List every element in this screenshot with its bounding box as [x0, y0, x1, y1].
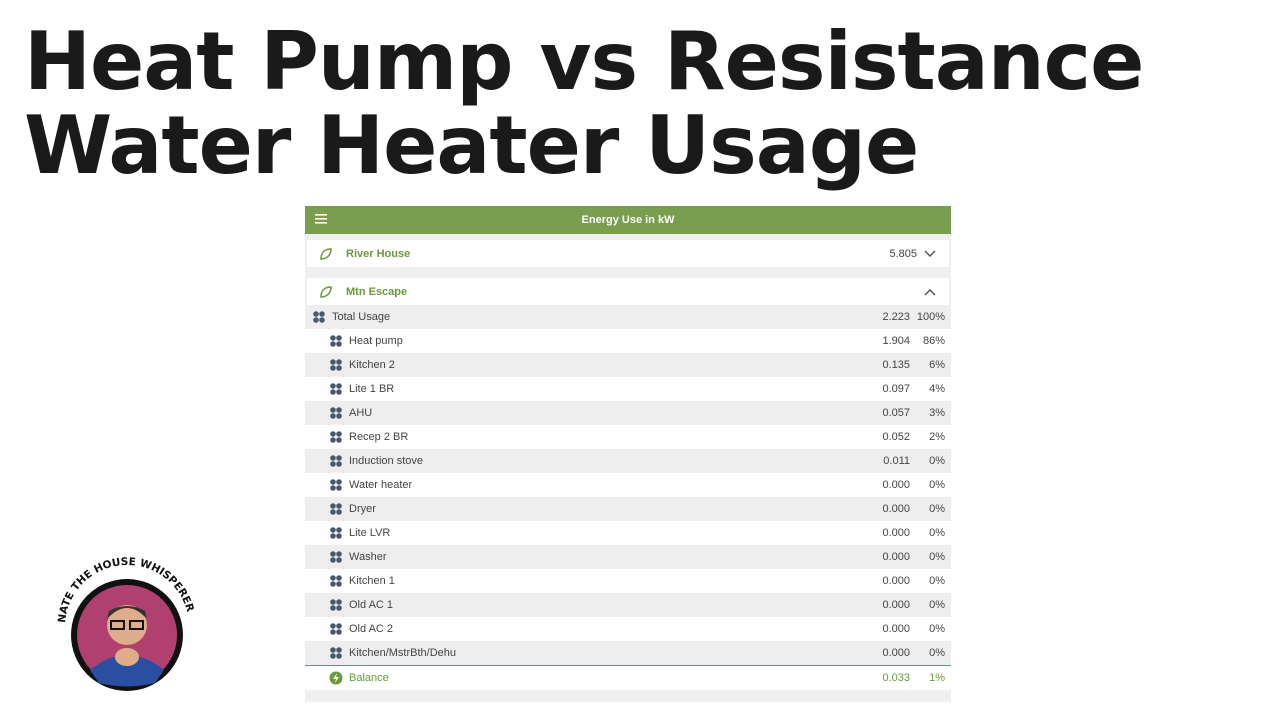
device-icon [330, 335, 342, 347]
device-icon [330, 407, 342, 419]
usage-row: Balance 0.033 1% [305, 665, 951, 690]
device-value: 0.097 [882, 383, 910, 395]
device-percent: 0% [929, 479, 945, 491]
site-value: 5.805 [889, 247, 917, 260]
device-percent: 0% [929, 599, 945, 611]
usage-row: Induction stove 0.011 0% [305, 449, 951, 473]
device-percent: 2% [929, 431, 945, 443]
device-icon [313, 311, 325, 323]
device-percent: 0% [929, 551, 945, 563]
usage-row: Kitchen 1 0.000 0% [305, 569, 951, 593]
usage-row: Kitchen/MstrBth/Dehu 0.000 0% [305, 641, 951, 665]
leaf-icon [320, 247, 332, 260]
menu-icon[interactable] [315, 214, 327, 224]
device-percent: 4% [929, 383, 945, 395]
device-name: Kitchen 2 [349, 359, 395, 371]
device-percent: 0% [929, 527, 945, 539]
usage-row: Old AC 1 0.000 0% [305, 593, 951, 617]
device-icon [330, 551, 342, 563]
device-icon [330, 383, 342, 395]
device-percent: 3% [929, 407, 945, 419]
usage-row: Old AC 2 0.000 0% [305, 617, 951, 641]
device-percent: 86% [922, 335, 945, 347]
device-icon [330, 359, 342, 371]
device-value: 0.057 [882, 407, 910, 419]
device-value: 0.052 [882, 431, 910, 443]
device-icon [330, 647, 342, 659]
device-value: 0.000 [882, 575, 910, 587]
usage-row: Lite 1 BR 0.097 4% [305, 377, 951, 401]
app-header: Energy Use in kW [305, 206, 951, 234]
site-name: Mtn Escape [346, 285, 408, 298]
device-name: Dryer [349, 503, 376, 515]
header-title: Energy Use in kW [581, 214, 675, 226]
usage-row: Water heater 0.000 0% [305, 473, 951, 497]
device-percent: 0% [929, 623, 945, 635]
device-percent: 6% [929, 359, 945, 371]
usage-row: Lite LVR 0.000 0% [305, 521, 951, 545]
page-title: Heat Pump vs Resistance [24, 15, 1144, 108]
device-value: 0.000 [882, 527, 910, 539]
device-icon [330, 623, 342, 635]
device-name: Washer [349, 551, 387, 563]
device-name: Lite 1 BR [349, 383, 395, 395]
device-name: Water heater [349, 479, 413, 491]
device-icon [330, 575, 342, 587]
device-percent: 0% [929, 647, 945, 659]
device-name: Balance [349, 672, 389, 684]
site-name: River House [346, 247, 411, 260]
leaf-icon [320, 285, 332, 298]
device-value: 0.000 [882, 503, 910, 515]
usage-row: Washer 0.000 0% [305, 545, 951, 569]
device-value: 0.000 [882, 479, 910, 491]
device-percent: 0% [929, 503, 945, 515]
device-value: 0.011 [883, 455, 910, 467]
device-value: 0.033 [882, 672, 910, 684]
device-name: Heat pump [349, 335, 403, 347]
energy-panel: Energy Use in kW River House 5.805 Mtn E… [305, 206, 951, 702]
device-icon [330, 479, 342, 491]
device-name: Recep 2 BR [349, 431, 409, 443]
device-name: Induction stove [349, 455, 423, 467]
site-row[interactable]: Mtn Escape [307, 278, 949, 305]
device-icon [330, 503, 342, 515]
usage-row: AHU 0.057 3% [305, 401, 951, 425]
usage-row: Dryer 0.000 0% [305, 497, 951, 521]
device-name: Kitchen/MstrBth/Dehu [349, 647, 456, 659]
device-name: AHU [349, 407, 373, 419]
device-name: Old AC 1 [349, 599, 394, 611]
device-name: Total Usage [332, 311, 391, 323]
badge: NATE THE HOUSE WHISPERER [56, 556, 196, 691]
device-icon [329, 671, 343, 685]
device-value: 0.000 [882, 599, 910, 611]
device-value: 0.000 [882, 623, 910, 635]
page-title: Water Heater Usage [24, 99, 919, 192]
device-percent: 100% [916, 311, 945, 323]
device-percent: 1% [929, 672, 945, 684]
usage-row: Kitchen 2 0.135 6% [305, 353, 951, 377]
device-icon [330, 431, 342, 443]
site-row[interactable]: River House 5.805 [307, 240, 949, 267]
collapse-icon[interactable] [923, 287, 937, 297]
device-icon [330, 455, 342, 467]
device-icon [330, 527, 342, 539]
device-value: 0.000 [882, 551, 910, 563]
device-value: 1.904 [882, 335, 910, 347]
device-icon [330, 599, 342, 611]
expand-icon[interactable] [923, 249, 937, 259]
device-percent: 0% [929, 575, 945, 587]
device-percent: 0% [929, 455, 945, 467]
device-name: Kitchen 1 [349, 575, 395, 587]
device-value: 0.000 [882, 647, 910, 659]
device-value: 0.135 [882, 359, 910, 371]
usage-row: Total Usage 2.223 100% [305, 305, 951, 329]
device-name: Lite LVR [349, 527, 391, 539]
device-value: 2.223 [882, 311, 910, 323]
usage-row: Heat pump 1.904 86% [305, 329, 951, 353]
usage-row: Recep 2 BR 0.052 2% [305, 425, 951, 449]
device-name: Old AC 2 [349, 623, 394, 635]
